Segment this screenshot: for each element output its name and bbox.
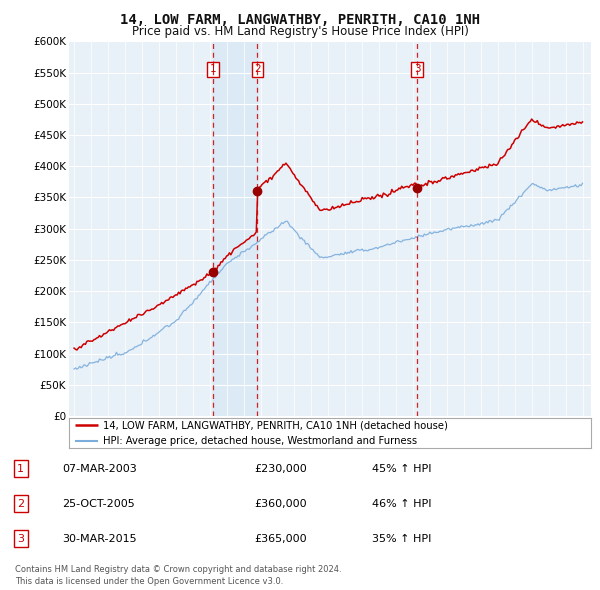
Text: 14, LOW FARM, LANGWATHBY, PENRITH, CA10 1NH: 14, LOW FARM, LANGWATHBY, PENRITH, CA10 … bbox=[120, 13, 480, 27]
Text: 45% ↑ HPI: 45% ↑ HPI bbox=[373, 464, 432, 474]
Text: £230,000: £230,000 bbox=[254, 464, 307, 474]
Text: 2: 2 bbox=[254, 64, 261, 74]
Text: £365,000: £365,000 bbox=[254, 533, 307, 543]
Bar bbox=[257, 41, 417, 416]
Text: This data is licensed under the Open Government Licence v3.0.: This data is licensed under the Open Gov… bbox=[15, 577, 283, 586]
Text: 1: 1 bbox=[17, 464, 24, 474]
Text: 3: 3 bbox=[17, 533, 24, 543]
Text: 07-MAR-2003: 07-MAR-2003 bbox=[62, 464, 137, 474]
Text: HPI: Average price, detached house, Westmorland and Furness: HPI: Average price, detached house, West… bbox=[103, 436, 417, 445]
Text: £360,000: £360,000 bbox=[254, 499, 307, 509]
Text: 25-OCT-2005: 25-OCT-2005 bbox=[62, 499, 135, 509]
Text: 35% ↑ HPI: 35% ↑ HPI bbox=[373, 533, 432, 543]
Text: Contains HM Land Registry data © Crown copyright and database right 2024.: Contains HM Land Registry data © Crown c… bbox=[15, 565, 341, 574]
Text: 3: 3 bbox=[414, 64, 421, 74]
Text: Price paid vs. HM Land Registry's House Price Index (HPI): Price paid vs. HM Land Registry's House … bbox=[131, 25, 469, 38]
Text: 1: 1 bbox=[209, 64, 216, 74]
Bar bbox=[213, 41, 257, 416]
Text: 30-MAR-2015: 30-MAR-2015 bbox=[62, 533, 137, 543]
Text: 14, LOW FARM, LANGWATHBY, PENRITH, CA10 1NH (detached house): 14, LOW FARM, LANGWATHBY, PENRITH, CA10 … bbox=[103, 421, 448, 430]
Text: 2: 2 bbox=[17, 499, 25, 509]
Text: 46% ↑ HPI: 46% ↑ HPI bbox=[373, 499, 432, 509]
